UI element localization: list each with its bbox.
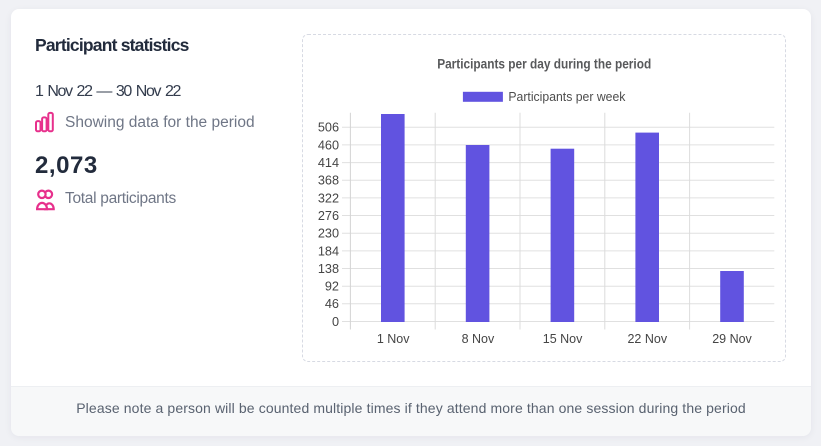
- svg-text:460: 460: [318, 138, 339, 152]
- svg-text:276: 276: [318, 209, 339, 223]
- svg-text:0: 0: [332, 315, 339, 329]
- svg-text:29 Nov: 29 Nov: [712, 332, 752, 346]
- svg-text:322: 322: [318, 191, 339, 205]
- svg-text:184: 184: [318, 244, 339, 258]
- svg-text:414: 414: [318, 156, 339, 170]
- svg-text:Participants per week: Participants per week: [508, 89, 625, 104]
- svg-text:8 Nov: 8 Nov: [462, 332, 495, 346]
- svg-text:230: 230: [318, 227, 339, 241]
- svg-text:92: 92: [325, 280, 339, 294]
- svg-text:22 Nov: 22 Nov: [627, 332, 667, 346]
- svg-text:506: 506: [318, 121, 339, 135]
- svg-text:15 Nov: 15 Nov: [543, 332, 583, 346]
- svg-text:46: 46: [325, 297, 339, 311]
- svg-text:138: 138: [318, 262, 339, 276]
- svg-text:Participants per day during th: Participants per day during the period: [437, 56, 651, 71]
- svg-text:368: 368: [318, 174, 339, 188]
- svg-text:1 Nov: 1 Nov: [377, 332, 410, 346]
